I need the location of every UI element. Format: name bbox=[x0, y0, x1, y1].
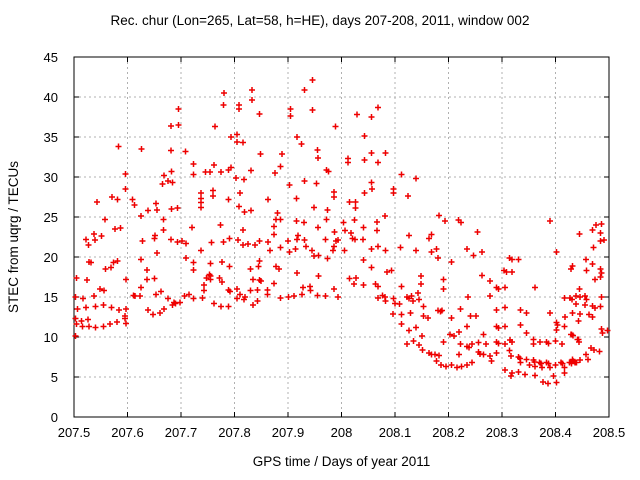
x-tick-label: 208.4 bbox=[539, 425, 572, 440]
x-tick-label: 207.9 bbox=[271, 425, 305, 440]
x-tick-label: 207.7 bbox=[164, 425, 198, 440]
y-tick-label: 5 bbox=[50, 370, 58, 385]
y-tick-label: 10 bbox=[43, 330, 58, 345]
x-tick-label: 207.8 bbox=[218, 425, 251, 440]
y-tick-label: 45 bbox=[43, 50, 58, 65]
y-tick-label: 30 bbox=[43, 170, 58, 185]
x-tick-label: 208 bbox=[330, 425, 353, 440]
y-tick-label: 40 bbox=[43, 90, 58, 105]
x-tick-label: 208.1 bbox=[378, 425, 412, 440]
y-tick-label: 25 bbox=[43, 210, 58, 225]
y-tick-label: 0 bbox=[50, 410, 58, 425]
x-tick-label: 207.6 bbox=[111, 425, 144, 440]
x-tick-label: 208.2 bbox=[432, 425, 465, 440]
chart-title: Rec. chur (Lon=265, Lat=58, h=HE), days … bbox=[110, 13, 530, 28]
y-tick-label: 20 bbox=[43, 250, 58, 265]
x-tick-label: 207.5 bbox=[57, 425, 91, 440]
x-tick-label: 208.3 bbox=[485, 425, 519, 440]
y-tick-label: 15 bbox=[43, 290, 58, 305]
scatter-points bbox=[72, 77, 611, 387]
x-axis-label: GPS time / Days of year 2011 bbox=[252, 454, 431, 469]
y-tick-label: 35 bbox=[43, 130, 58, 145]
x-tick-label: 208.5 bbox=[592, 425, 626, 440]
